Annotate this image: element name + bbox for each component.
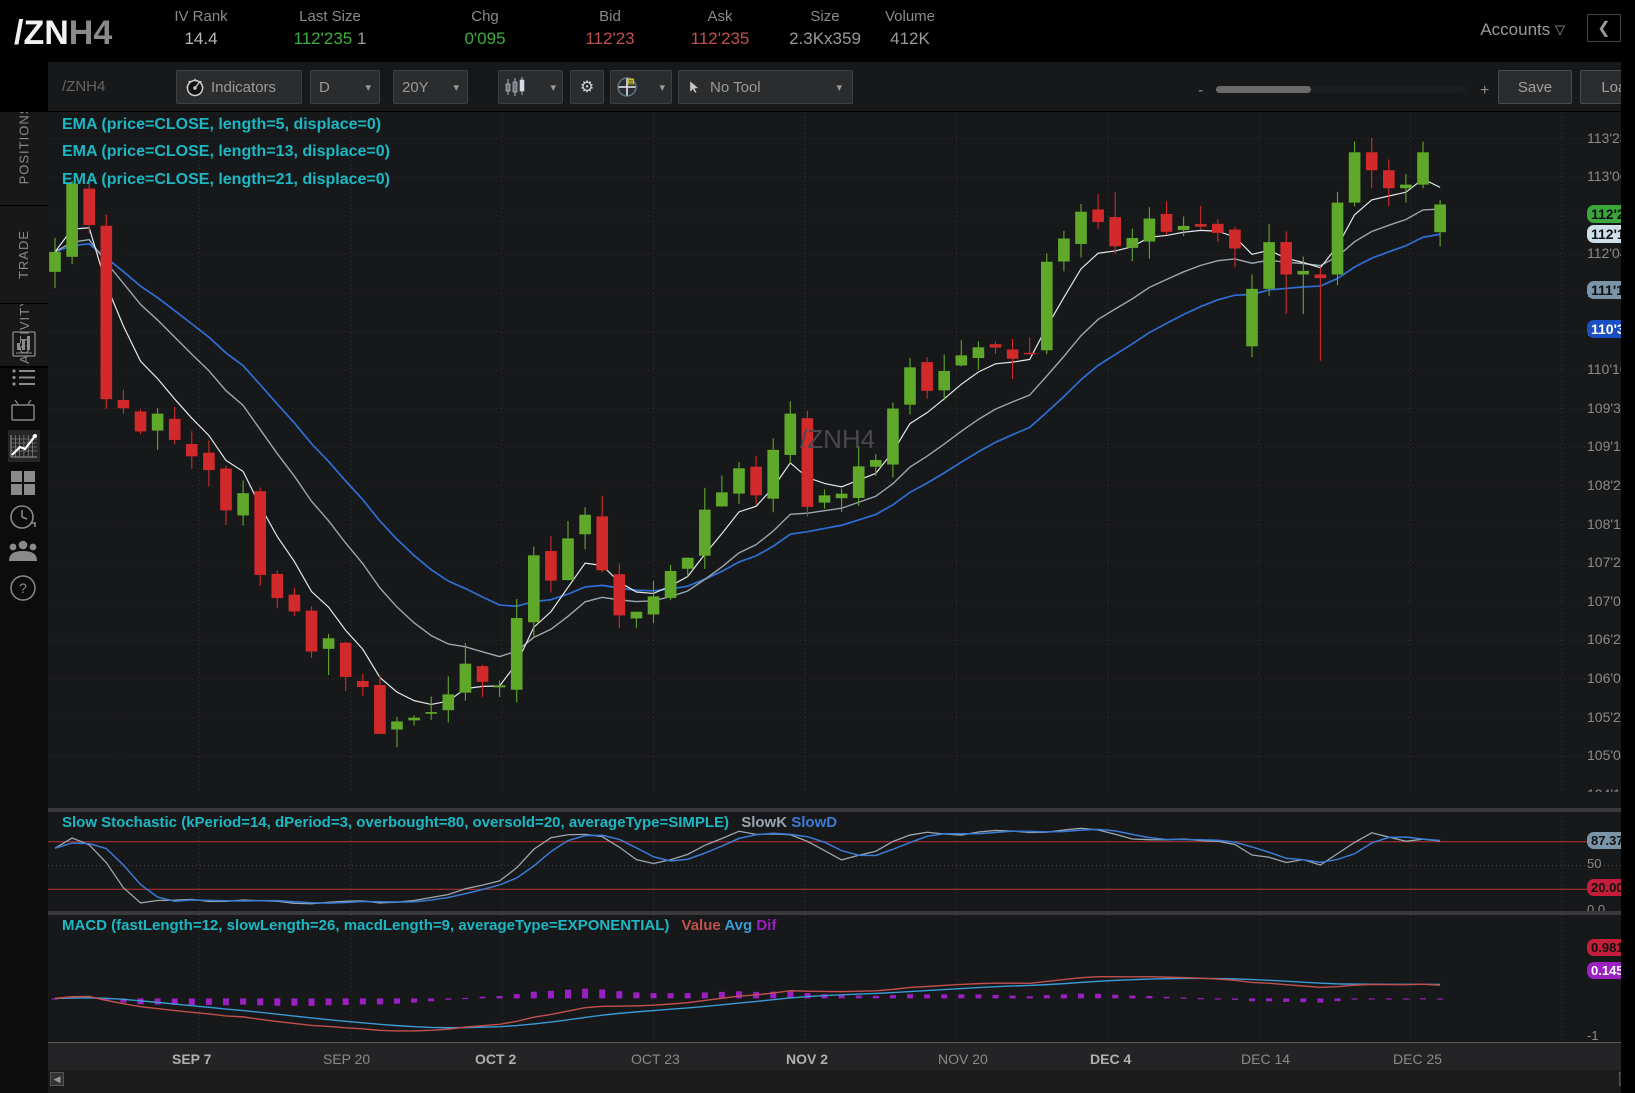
svg-text:?: ? bbox=[19, 580, 27, 596]
